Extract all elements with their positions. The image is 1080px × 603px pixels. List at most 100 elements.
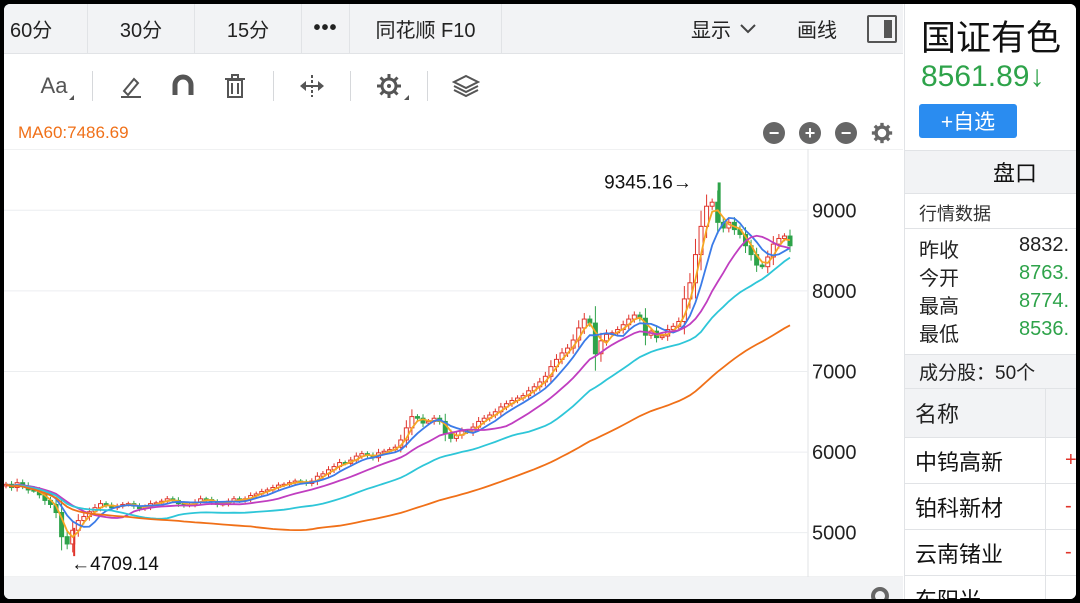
candle-body	[604, 333, 610, 342]
stock-name: 云南锗业	[915, 541, 1004, 567]
ma-line	[5, 209, 791, 539]
index-name: 国证有色	[921, 19, 1062, 58]
settings-tool-button[interactable]	[363, 66, 415, 106]
candle-body	[787, 235, 793, 247]
show-dropdown[interactable]: 显示	[691, 14, 757, 43]
price-tick-label: 7000	[812, 361, 857, 383]
chevron-down-icon	[740, 23, 756, 33]
collapse-icon[interactable]: −	[763, 122, 785, 144]
quote-value: 8832.	[1019, 234, 1070, 256]
price-axis-ticks: 5000 6000 7000 8000 9000	[812, 200, 857, 544]
price-tick-label: 6000	[812, 442, 857, 464]
stock-name: 东阳光	[915, 583, 981, 600]
zoom-range-button[interactable]	[286, 66, 338, 106]
quote-row-low: 最低 8536.	[919, 318, 1076, 347]
index-price: 8561.89↓	[921, 60, 1045, 93]
ma60-label: MA60:7486.69	[18, 123, 129, 142]
divider	[905, 228, 1076, 229]
moving-average-lines	[5, 209, 791, 539]
panel-toggle-icon[interactable]	[867, 14, 897, 43]
price-tick-label: 9000	[812, 200, 857, 222]
ma-line	[5, 234, 791, 519]
low-annotation: ←4709.14	[71, 554, 159, 575]
price-tick-label: 8000	[812, 281, 857, 303]
list-item[interactable]: 云南锗业 -	[905, 530, 1076, 576]
candle-body	[759, 264, 765, 268]
constituent-list-header[interactable]: 名称	[905, 388, 1076, 439]
candle-body	[659, 335, 665, 339]
tab-f10[interactable]: 同花顺 F10	[350, 4, 502, 54]
pankou-tab[interactable]: 盘口	[905, 150, 1076, 194]
toolbar-divider	[92, 71, 93, 101]
grid-lines	[4, 209, 808, 534]
tab-60min[interactable]: 60分	[4, 4, 88, 54]
candle-body	[709, 201, 715, 207]
candle-body	[781, 235, 787, 239]
quote-label: 最低	[919, 324, 959, 346]
stock-name: 铂科新材	[915, 495, 1004, 521]
draw-line-button[interactable]: 画线	[797, 20, 837, 42]
candle-body	[776, 237, 782, 245]
quote-value: 8763.	[1019, 262, 1070, 284]
ma-line	[5, 324, 791, 531]
quote-row-high: 最高 8774.	[919, 290, 1076, 319]
candlestick-chart[interactable]: 5000 6000 7000 8000 9000 9345.16→ ←4709.14	[4, 149, 903, 599]
show-label: 显示	[691, 20, 731, 42]
quote-value: 8536.	[1019, 318, 1070, 340]
header-actions: 显示 画线	[691, 4, 903, 54]
more-tabs-button[interactable]: •••	[302, 4, 350, 54]
chart-settings-gear-icon[interactable]	[871, 122, 893, 144]
ma-line	[5, 216, 791, 528]
list-item[interactable]: 铂科新材 -	[905, 484, 1076, 530]
bottom-gear-icon[interactable]	[871, 587, 889, 599]
list-item[interactable]: 东阳光	[905, 576, 1076, 599]
layers-tool-button[interactable]	[440, 66, 492, 106]
list-item[interactable]: 中钨高新 +	[905, 438, 1076, 484]
font-tool-label: Aa	[40, 73, 68, 98]
price-tick-label: 5000	[812, 523, 857, 545]
period-tabs: 60分 30分 15分 ••• 同花顺 F10 显示 画线	[4, 4, 903, 54]
quote-panel: 国证有色 8561.89↓ +自选 盘口 行情数据 昨收 8832. 今开 87…	[904, 4, 1076, 599]
toolbar-divider	[427, 71, 428, 101]
delete-tool-button[interactable]	[209, 66, 261, 106]
horizontal-resize-icon	[300, 75, 324, 97]
candle-body	[598, 340, 604, 355]
quote-row-open: 今开 8763.	[919, 262, 1076, 291]
app-frame: 60分 30分 15分 ••• 同花顺 F10 显示 画线 Aa	[4, 4, 1076, 599]
add-watchlist-button[interactable]: +自选	[919, 104, 1017, 138]
zoom-out-icon[interactable]: −	[835, 122, 857, 144]
drawing-toolbar: Aa	[4, 55, 903, 117]
stock-name: 中钨高新	[915, 449, 1004, 475]
candle-body	[414, 416, 420, 419]
candle-body	[64, 536, 70, 545]
high-annotation: 9345.16→	[604, 172, 692, 193]
change-indicator: +	[1065, 449, 1076, 471]
quote-label: 今开	[919, 268, 959, 290]
candle-body	[448, 433, 454, 439]
change-indicator: -	[1065, 495, 1072, 517]
candles	[4, 182, 793, 557]
time-axis-strip	[4, 577, 903, 599]
magnet-tool-button[interactable]	[157, 66, 209, 106]
font-tool-button[interactable]: Aa	[28, 66, 80, 106]
pen-icon	[121, 77, 141, 98]
tab-30min[interactable]: 30分	[88, 4, 195, 54]
quote-label: 最高	[919, 296, 959, 318]
candle-body	[81, 516, 87, 522]
ma-line	[5, 256, 791, 520]
chart-controls: − + −	[763, 122, 893, 144]
change-indicator: -	[1065, 541, 1072, 563]
magnet-icon	[172, 74, 194, 95]
zoom-in-icon[interactable]: +	[799, 122, 821, 144]
quote-row-prev-close: 昨收 8832.	[919, 234, 1076, 263]
layers-icon	[452, 74, 480, 98]
quote-data-title: 行情数据	[919, 204, 991, 224]
toolbar-divider	[350, 71, 351, 101]
pen-tool-button[interactable]	[105, 66, 157, 106]
candle-body	[592, 322, 598, 355]
gear-icon	[377, 74, 401, 98]
tab-15min[interactable]: 15分	[195, 4, 302, 54]
quote-value: 8774.	[1019, 290, 1070, 312]
candle-body	[642, 317, 648, 336]
quote-label: 昨收	[919, 240, 959, 262]
